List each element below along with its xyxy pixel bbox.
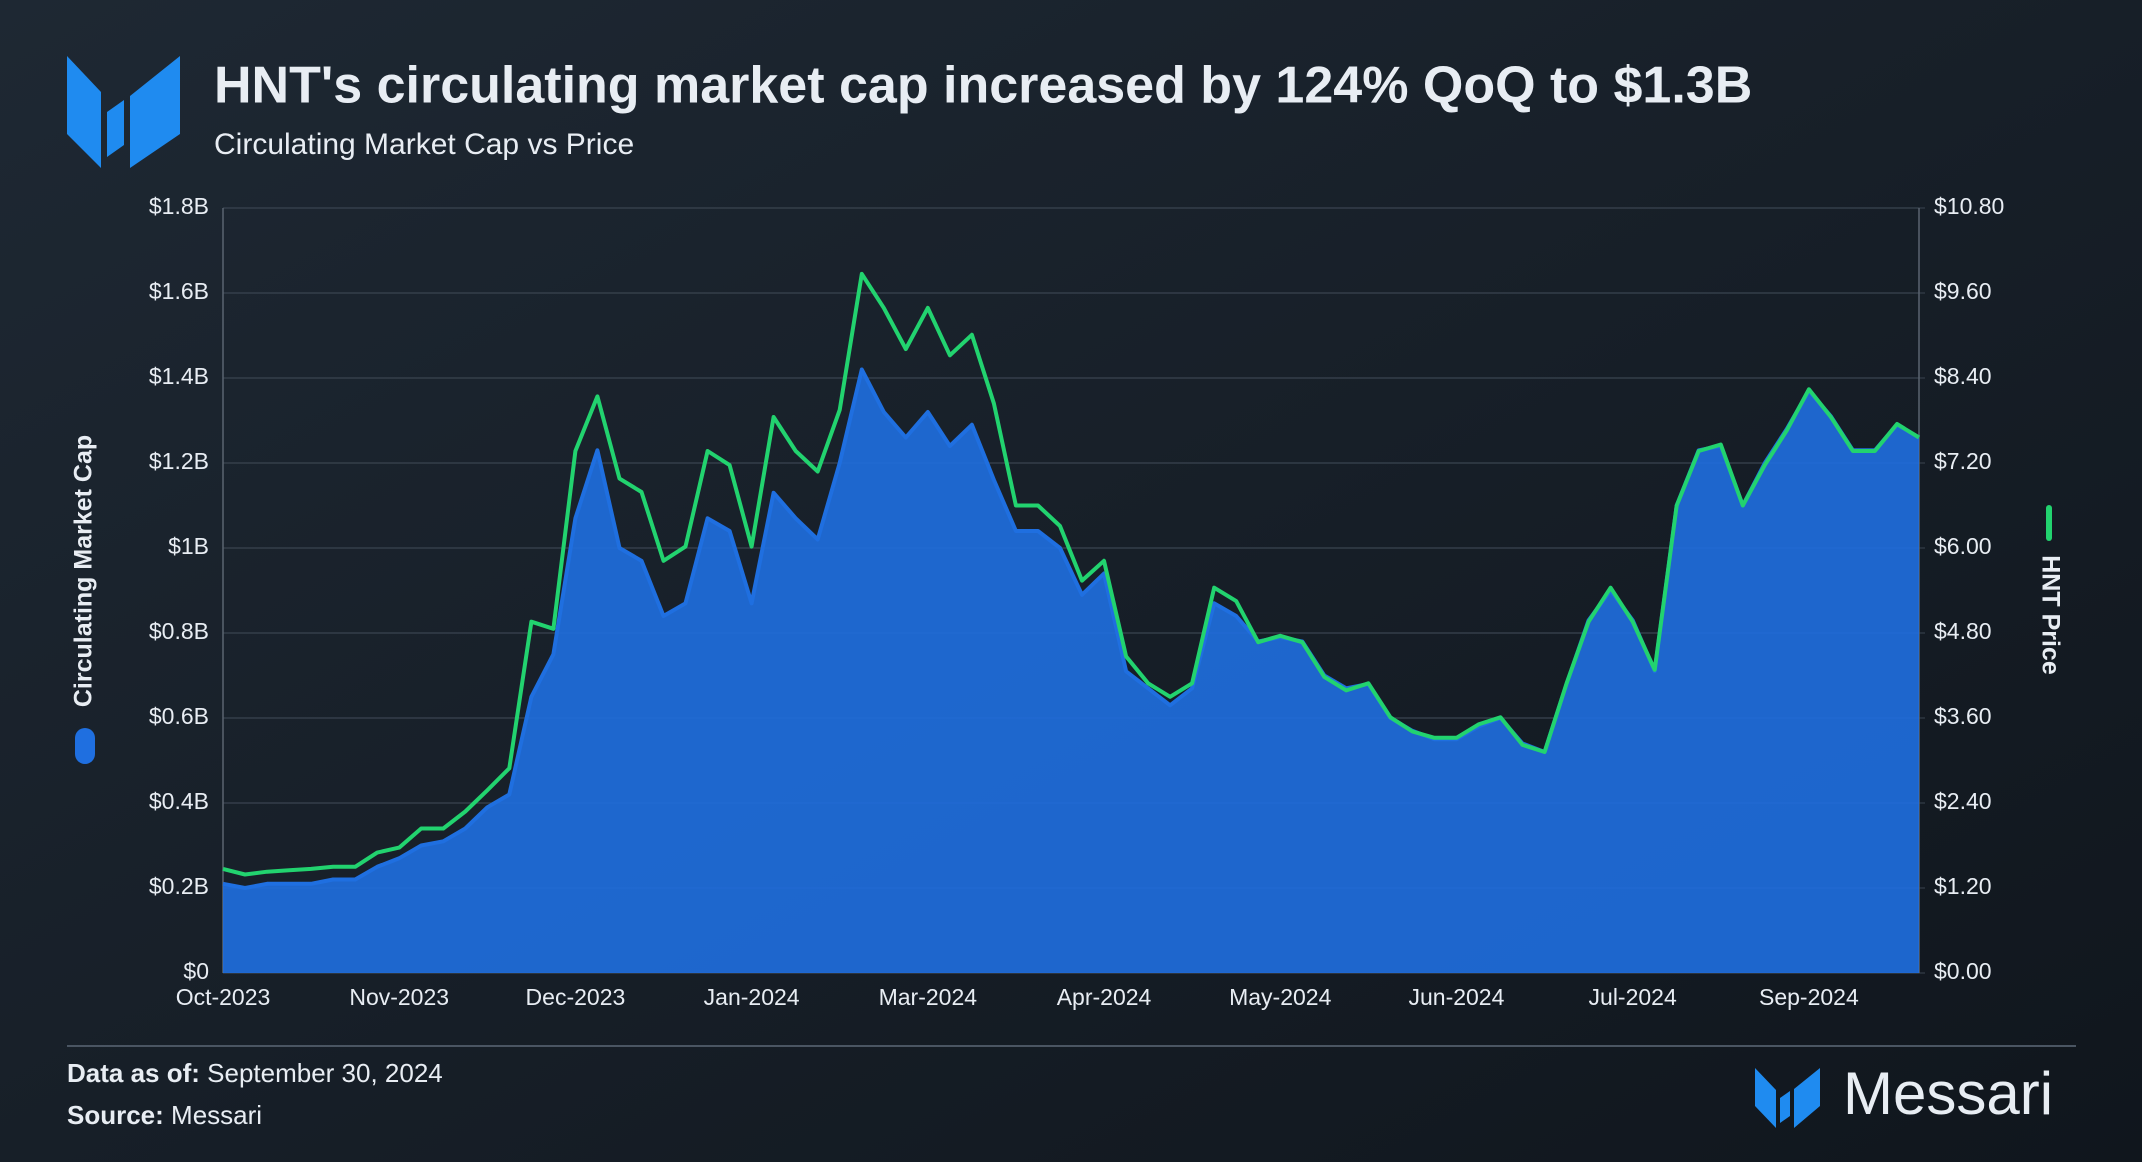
y-tick-label: $0 [183,958,209,984]
y2-tick-label: $9.60 [1934,278,1992,304]
chart-subtitle: Circulating Market Cap vs Price [214,128,634,161]
x-tick-label: Mar-2024 [879,984,978,1010]
x-tick-label: Jul-2024 [1589,984,1677,1010]
y-tick-label: $0.2B [149,873,209,899]
x-tick-label: Jan-2024 [704,984,800,1010]
y2-axis-label: HNT Price [2036,555,2064,675]
y2-tick-label: $3.60 [1934,703,1992,729]
y2-tick-label: $0.00 [1934,958,1992,984]
y-tick-label: $0.8B [149,618,209,644]
line [222,271,1921,877]
x-tick-label: May-2024 [1229,984,1331,1010]
plot-area: $0 $0.2B $0.4B $0.6B $0.8B $1B $1.2B $1.4B $1.6B… [149,193,2004,1010]
y2-tick-label: $7.20 [1934,448,1992,474]
legend-swatch [75,728,95,764]
y-tick-label: $1.4B [149,363,209,389]
x-tick-label: Dec-2023 [526,984,626,1010]
y2-tick-label: $1.20 [1934,873,1992,899]
y-tick-label: $0.6B [149,703,209,729]
footer-source: Source: Messari [67,1100,262,1130]
footer-date-label: Data as of: [67,1058,200,1088]
brand-name: Messari [1843,1060,2053,1127]
footer-source-value: Messari [171,1100,262,1130]
brand-logo [1755,1068,1820,1128]
y2-tick-label: $4.80 [1934,618,1992,644]
y2-tick-label: $8.40 [1934,363,1992,389]
footer-date: Data as of: September 30, 2024 [67,1058,443,1088]
y2-tick-label: $10.80 [1934,193,2004,219]
y-tick-label: $0.4B [149,788,209,814]
x-tick-label: Apr-2024 [1057,984,1152,1010]
x-tick-label: Sep-2024 [1759,984,1859,1010]
y-tick-label: $1.8B [149,193,209,219]
footer-source-label: Source: [67,1100,164,1130]
y-tick-label: $1.2B [149,448,209,474]
y2-tick-label: $2.40 [1934,788,1992,814]
y-axis-label: Circulating Market Cap [70,435,98,707]
x-tick-label: Nov-2023 [349,984,449,1010]
y2-tick-label: $6.00 [1934,533,1992,559]
x-tick-label: Jun-2024 [1408,984,1504,1010]
chart-title: HNT's circulating market cap increased b… [214,57,1752,115]
logo [67,56,180,168]
legend-swatch [2046,505,2052,541]
footer-date-value: September 30, 2024 [207,1058,443,1088]
y-tick-label: $1.6B [149,278,209,304]
area [223,369,1919,973]
y-tick-label: $1B [168,533,209,559]
x-tick-label: Oct-2023 [176,984,271,1010]
